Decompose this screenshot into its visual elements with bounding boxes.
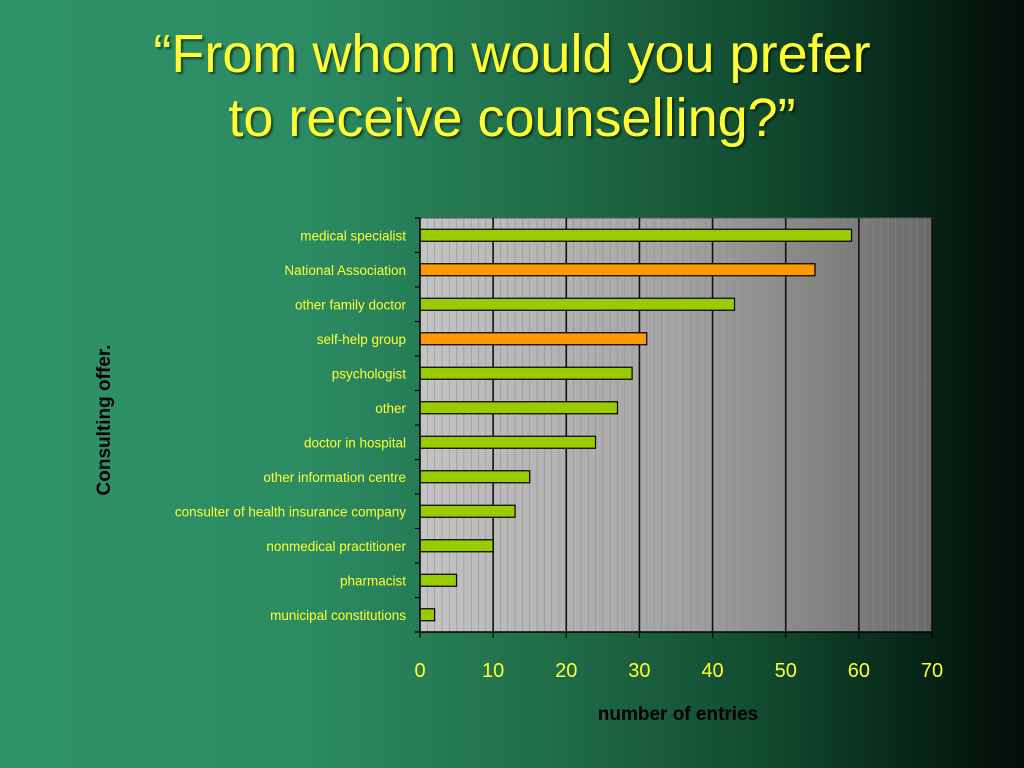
- bar-9: [419, 539, 494, 553]
- category-label: National Association: [284, 263, 406, 278]
- bar-8: [419, 504, 516, 518]
- x-tick-label: 20: [555, 660, 577, 682]
- category-label: other: [375, 401, 406, 416]
- category-label: other family doctor: [295, 297, 407, 312]
- category-label: pharmacist: [340, 573, 406, 588]
- x-tick-label: 10: [482, 660, 504, 682]
- bar-6: [419, 435, 597, 449]
- bar-10: [419, 573, 458, 587]
- x-tick-label: 0: [414, 660, 425, 682]
- bar-11: [419, 608, 436, 622]
- minor-gridlines: [427, 218, 925, 632]
- bar-7: [419, 470, 531, 484]
- slide-title: “From whom would you prefer to receive c…: [0, 22, 1024, 150]
- bar-2: [419, 297, 736, 311]
- bar-0: [419, 228, 853, 242]
- x-tick-label: 40: [701, 660, 723, 682]
- y-axis-title: Consulting offer.: [94, 345, 115, 496]
- title-line-1: “From whom would you prefer: [153, 24, 871, 84]
- category-label: other information centre: [263, 470, 406, 485]
- bar-1: [419, 263, 816, 277]
- category-labels: medical specialist National Association ot…: [175, 228, 407, 623]
- x-tick-label: 70: [921, 660, 943, 682]
- x-tick-labels: 0 10 20 30 40 50 60 70: [414, 660, 943, 682]
- bar-4: [419, 366, 633, 380]
- bar-3: [419, 332, 648, 346]
- category-label: consulter of health insurance company: [175, 504, 406, 519]
- category-label: nonmedical practitioner: [266, 539, 406, 554]
- x-axis-title: number of entries: [598, 704, 758, 725]
- major-gridlines: [492, 218, 933, 632]
- title-line-2: to receive counselling?”: [228, 88, 796, 148]
- x-tick-label: 60: [848, 660, 870, 682]
- category-label: medical specialist: [300, 228, 406, 243]
- category-label: municipal constitutions: [270, 608, 406, 623]
- category-label: doctor in hospital: [304, 435, 406, 450]
- category-label: psychologist: [332, 366, 407, 381]
- axes-group: [415, 217, 933, 638]
- x-tick-label: 30: [628, 660, 650, 682]
- category-label: self-help group: [317, 332, 406, 347]
- bar-5: [419, 401, 619, 415]
- x-tick-label: 50: [775, 660, 797, 682]
